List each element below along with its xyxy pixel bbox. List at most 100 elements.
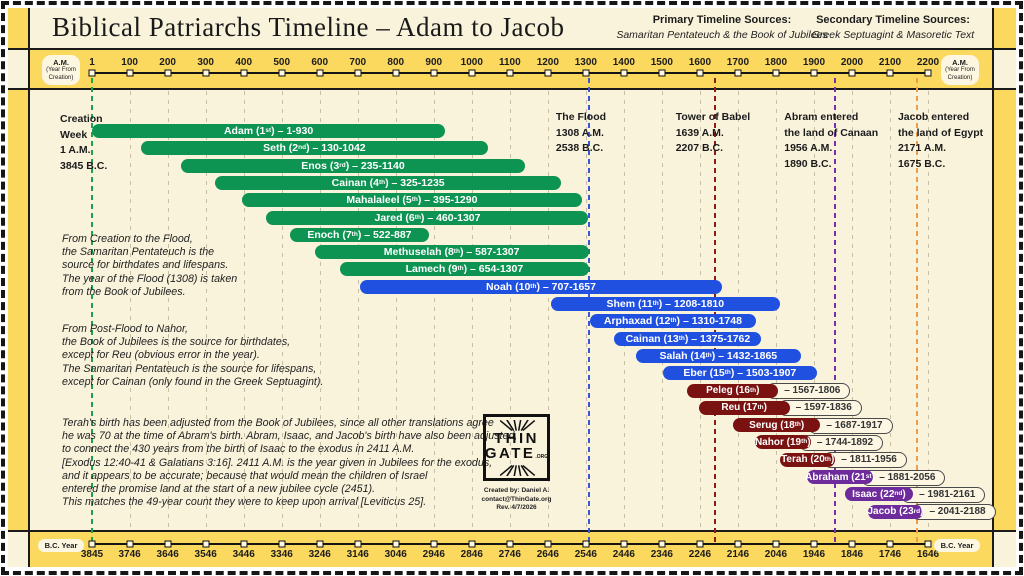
primary-sources-label: Primary Timeline Sources: [652,14,792,26]
bc-tick-label: 2946 [422,549,445,560]
bar-reu: Reu (17 th) [698,400,790,415]
bar-noah: Noah (10 th) – 707-1657 [360,279,722,294]
bc-tick-label: 1946 [802,549,826,560]
am-tick-label: 1400 [612,57,635,68]
year-gridline [851,91,853,531]
bar-peleg: Peleg (16 th) [687,383,779,398]
am-tick-label: 100 [121,57,138,68]
bc-tick-marker [810,540,818,548]
year-gridline [357,91,359,531]
bar-reu-years: – 1597-1836 [777,400,862,417]
bar-isaac-years: – 1981-2161 [901,486,986,503]
bar-cainan: Cainan (4 th) – 325-1235 [215,175,562,190]
edge-cell [8,90,30,532]
bc-tick-marker [734,540,742,548]
edge-cell [8,50,30,90]
bar-methuselah: Methuselah (8 th) – 587-1307 [314,245,589,260]
divider-line [8,48,1016,50]
bc-tick-label: 1846 [840,549,864,560]
bc-tick-marker [582,540,590,548]
bar-enoch: Enoch (7 th) – 522-887 [290,227,429,242]
bar-jacob-years: – 2041-2188 [911,504,996,521]
am-tick-label: 1700 [726,57,750,68]
bc-tick-label: 3346 [270,549,293,560]
title-band [30,8,993,50]
bar-peleg-years: – 1567-1806 [766,383,851,399]
bc-tick-marker [506,540,514,548]
am-axis-pill-left: A.M. (Year From Creation) [42,55,80,85]
am-tick-label: 1300 [574,57,597,68]
bc-tick-marker [126,540,134,548]
am-tick-marker [88,69,96,77]
note-2: From Post-Flood to Nahor, the Book of Ju… [62,323,324,388]
note-3: Terah's birth has been adjusted from the… [62,417,518,509]
bar-serug: Serug (18 th) [732,418,821,433]
year-gridline [928,91,929,531]
bottom-axis-band [30,532,993,567]
bc-tick-marker [354,540,362,548]
year-gridline [205,91,207,531]
bar-jared: Jared (6 th) – 460-1307 [266,210,589,225]
bc-tick-label: 3845 [80,549,104,560]
event-line-creation [91,78,93,543]
bc-tick-label: 2746 [498,549,521,560]
bc-tick-marker [544,540,552,548]
logo-gate: GATE [484,444,536,462]
primary-sources: Primary Timeline Sources: Samaritan Pent… [598,13,846,42]
am-tick-label: 1500 [650,57,673,68]
am-tick-label: 2200 [916,57,940,68]
bar-jacob: Jacob (23 rd) [867,504,924,519]
bar-mahalaleel: Mahalaleel (5 th) – 395-1290 [241,193,583,208]
am-tick-label: 1800 [764,57,788,68]
bar-arphaxad: Arphaxad (12 th) – 1310-1748 [589,314,757,329]
secondary-sources: Secondary Timeline Sources: Greek Septua… [788,13,998,42]
am-tick-label: 300 [197,57,214,68]
year-gridline [433,91,435,531]
bc-tick-label: 2446 [612,549,635,560]
bc-tick-label: 2646 [536,549,559,560]
year-gridline [319,91,321,531]
bc-tick-marker [848,540,856,548]
am-tick-label: 1600 [688,57,712,68]
am-tick-label: 1200 [536,57,559,68]
am-tick-marker [392,69,400,77]
edge-cell [993,532,1016,567]
am-pill-text: (Year From [46,67,76,73]
bc-tick-label: 3246 [308,549,331,560]
am-tick-label: 600 [311,57,329,68]
bc-tick-label: 3546 [194,549,217,560]
am-tick-marker [506,69,514,77]
year-gridline [889,91,891,531]
bc-tick-label: 3746 [118,549,141,560]
bc-tick-marker [620,540,628,548]
bc-tick-label: 3446 [232,549,255,560]
am-tick-marker [620,69,628,77]
am-tick-label: 800 [387,57,405,68]
am-tick-label: 2000 [840,57,864,68]
bc-tick-marker [468,540,476,548]
bc-tick-label: 3146 [346,549,369,560]
divider-line [992,8,994,567]
logo-rays-top-icon [499,419,535,431]
edge-cell [8,532,30,567]
bc-tick-marker [240,540,248,548]
year-gridline [661,91,663,531]
am-tick-marker [126,69,134,77]
divider-line [8,530,1016,532]
bc-tick-label: 3046 [384,549,407,560]
edge-cell [993,50,1016,90]
year-gridline [243,91,245,531]
credit-line: Created by: Daniel A. [483,487,550,494]
year-gridline [699,91,701,531]
bc-tick-label: 3646 [156,549,179,560]
bc-tick-label: 2546 [574,549,597,560]
am-pill-text: Creation) [48,74,74,81]
bar-enos: Enos (3 rd) – 235-1140 [180,158,525,173]
bar-shem: Shem (11 th) – 1208-1810 [550,297,780,311]
am-tick-label: 1900 [802,57,826,68]
event-label-canaan: Abram entered the land of Canaan 1956 A.… [784,111,879,170]
bc-tick-marker [202,540,210,548]
event-label-creation: Creation Week 1 A.M. 3845 B.C. [60,113,108,172]
bc-tick-label: 1646 [916,549,940,560]
